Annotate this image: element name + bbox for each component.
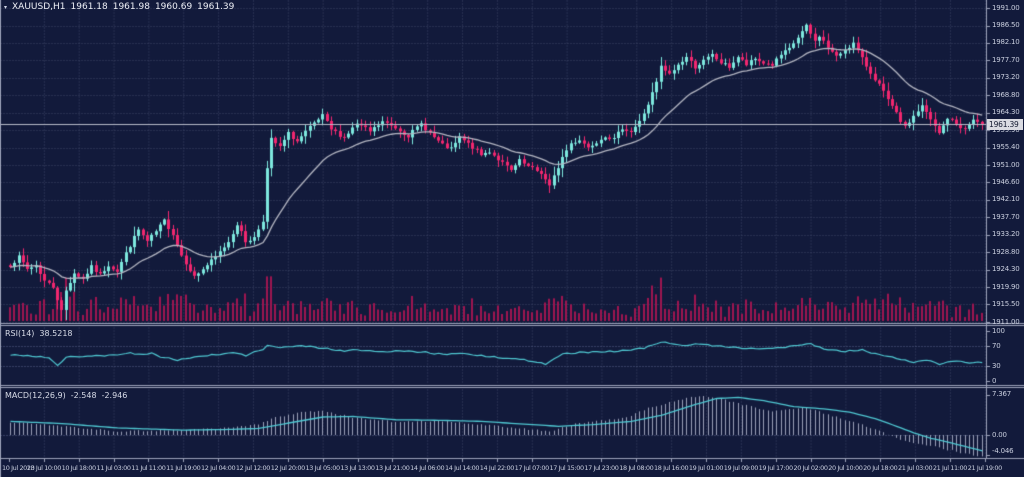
price-axis-label: 1982.10: [992, 38, 1020, 47]
time-axis-label: 19 Jul 17:00: [758, 464, 794, 472]
time-axis-label: 18 Jul 08:00: [619, 464, 654, 472]
price-axis-label: 1942.10: [992, 195, 1020, 204]
price-axis-label: 1946.60: [992, 177, 1020, 186]
time-axis-label: 12 Jul 04:00: [201, 464, 236, 472]
macd-indicator-name: MACD(12,26,9): [5, 391, 66, 400]
macd-indicator-label: MACD(12,26,9) -2.548 -2.946: [5, 391, 127, 400]
time-axis-label: 20 Jul 10:00: [828, 464, 863, 472]
time-axis-label: 13 Jul 05:00: [305, 464, 341, 472]
time-axis-label: 21 Jul 19:00: [967, 464, 1003, 472]
rsi-indicator-value: 38.5218: [39, 329, 73, 338]
time-axis-label: 20 Jul 18:00: [863, 464, 898, 472]
price-axis-label: 1955.40: [992, 143, 1020, 152]
quote-high: 1961.98: [112, 2, 150, 12]
macd-main-value: -2.548: [70, 391, 97, 400]
time-axis-label: 14 Jul 14:00: [444, 464, 480, 472]
time-axis-label: 21 Jul 03:00: [898, 464, 933, 472]
quote-open: 1961.18: [70, 2, 108, 12]
time-axis-label: 12 Jul 12:00: [235, 464, 271, 472]
rsi-axis-label: 0: [992, 376, 997, 385]
macd-axis-label: -4.046: [992, 446, 1014, 455]
price-axis-label: 1933.20: [992, 230, 1020, 239]
rsi-indicator-name: RSI(14): [5, 329, 35, 338]
price-axis-label: 1986.50: [992, 21, 1020, 30]
time-axis-label: 10 Jul 18:00: [61, 464, 97, 472]
rsi-indicator-label: RSI(14) 38.5218: [5, 329, 73, 338]
current-price-tag: 1961.39: [987, 119, 1023, 130]
time-axis-label: 21 Jul 11:00: [932, 464, 968, 472]
time-axis-label: 11 Jul 19:00: [166, 464, 201, 472]
time-axis-label: 14 Jul 06:00: [410, 464, 445, 472]
price-axis-label: 1951.00: [992, 160, 1020, 169]
quote-close: 1961.39: [197, 2, 235, 12]
rsi-axis-label: 100: [992, 326, 1005, 335]
price-axis-label: 1924.30: [992, 265, 1020, 274]
price-axis-label: 1991.00: [992, 3, 1020, 12]
symbol-dropdown-icon[interactable]: ▾: [4, 3, 8, 11]
macd-axis-label: 7.367: [992, 390, 1012, 399]
time-axis-label: 10 Jul 10:00: [26, 464, 62, 472]
price-axis-label: 1911.00: [992, 317, 1020, 326]
price-axis-label: 1977.70: [992, 55, 1020, 64]
macd-axis-label: 0.00: [992, 430, 1007, 439]
time-axis-label: 11 Jul 11:00: [131, 464, 166, 472]
time-axis-label: 11 Jul 03:00: [96, 464, 131, 472]
rsi-axis-label: 30: [992, 361, 1001, 370]
price-axis-label: 1973.20: [992, 73, 1020, 82]
time-axis-label: 18 Jul 16:00: [654, 464, 689, 472]
price-axis-label: 1968.80: [992, 90, 1020, 99]
price-axis-label: 1937.70: [992, 212, 1020, 221]
macd-signal-value: -2.946: [101, 391, 128, 400]
price-axis-label: 1928.80: [992, 247, 1020, 256]
symbol-label: XAUUSD,H1: [12, 2, 66, 12]
price-axis-label: 1964.30: [992, 108, 1020, 117]
time-axis-label: 10 Jul 2023: [2, 464, 35, 472]
time-axis-label: 12 Jul 20:00: [270, 464, 306, 472]
rsi-axis-label: 70: [992, 341, 1001, 350]
time-axis-label: 17 Jul 23:00: [584, 464, 619, 472]
price-axis-label: 1915.50: [992, 299, 1020, 308]
time-axis-label: 13 Jul 21:00: [375, 464, 410, 472]
time-axis-label: 19 Jul 09:00: [723, 464, 759, 472]
quote-low: 1960.69: [154, 2, 193, 12]
chart-title: ▾ XAUUSD,H1 1961.18 1961.98 1960.69 1961…: [4, 2, 234, 12]
time-axis-label: 20 Jul 02:00: [793, 464, 828, 472]
time-axis-label: 13 Jul 13:00: [340, 464, 375, 472]
time-axis-label: 17 Jul 07:00: [514, 464, 550, 472]
time-axis-label: 14 Jul 22:00: [479, 464, 515, 472]
time-axis-label: 17 Jul 15:00: [549, 464, 585, 472]
price-axis-label: 1919.90: [992, 282, 1020, 291]
time-axis-label: 19 Jul 01:00: [688, 464, 724, 472]
